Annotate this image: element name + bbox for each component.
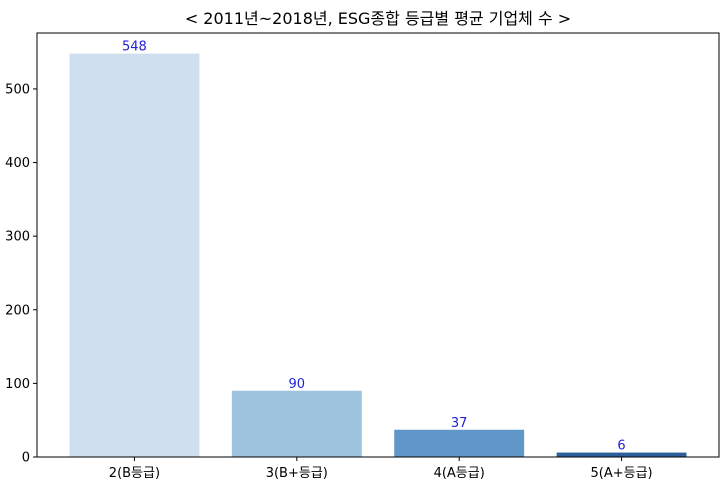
axes-layer: 2(B등급) 3(B+등급) 4(A등급) 5(A+등급) 0 100 200 300 400 5… bbox=[5, 32, 720, 481]
y-tick-label-400: 400 bbox=[5, 156, 30, 171]
bar-2 bbox=[231, 390, 362, 457]
bar-3 bbox=[394, 429, 525, 457]
x-tick-label-3: 4(A등급) bbox=[434, 466, 485, 481]
y-tick-label-0: 0 bbox=[22, 451, 30, 466]
bar-value-label-3: 37 bbox=[451, 416, 468, 431]
data-labels-layer: 548 90 37 6 bbox=[122, 40, 626, 454]
bar-4 bbox=[556, 452, 687, 457]
bars-layer bbox=[69, 53, 687, 458]
y-tick-label-300: 300 bbox=[5, 230, 30, 245]
bar-value-label-4: 6 bbox=[617, 439, 625, 454]
bar-1 bbox=[69, 53, 200, 458]
bar-value-label-1: 548 bbox=[122, 40, 147, 55]
y-tick-label-500: 500 bbox=[5, 82, 30, 97]
chart-title: < 2011년~2018년, ESG종합 등급별 평균 기업체 수 > bbox=[185, 9, 571, 28]
plot-frame bbox=[36, 32, 720, 458]
y-tick-label-200: 200 bbox=[5, 303, 30, 318]
bar-value-label-2: 90 bbox=[289, 377, 306, 392]
x-tick-label-4: 5(A+등급) bbox=[591, 466, 653, 481]
x-tick-label-1: 2(B등급) bbox=[109, 466, 160, 481]
y-tick-label-100: 100 bbox=[5, 377, 30, 392]
x-tick-label-2: 3(B+등급) bbox=[266, 466, 328, 481]
